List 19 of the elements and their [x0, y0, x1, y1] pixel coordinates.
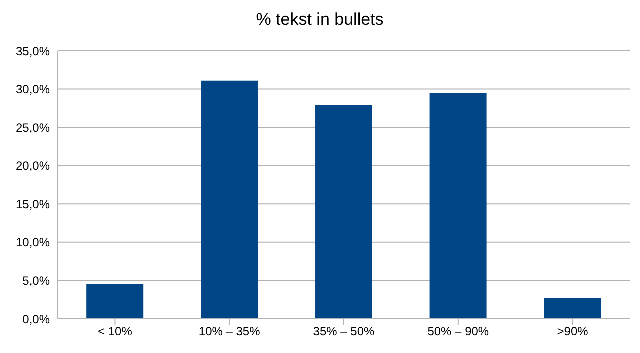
- bar: [430, 93, 487, 319]
- y-tick-label: 30,0%: [16, 82, 50, 97]
- bar: [315, 105, 372, 319]
- x-tick-label: 10% – 35%: [198, 324, 261, 339]
- x-tick-label: < 10%: [98, 324, 133, 339]
- y-tick-label: 5,0%: [22, 274, 50, 288]
- x-tick-label: 50% – 90%: [428, 324, 490, 339]
- y-tick-label: 10,0%: [16, 236, 50, 250]
- bar: [201, 80, 258, 319]
- y-tick-label: 20,0%: [16, 159, 50, 174]
- chart-title: % tekst in bullets: [255, 10, 385, 30]
- x-tick-label: 35% – 50%: [313, 324, 376, 339]
- y-tick-label: 15,0%: [16, 197, 50, 212]
- bar: [544, 298, 602, 319]
- y-tick-label: 25,0%: [16, 120, 50, 135]
- x-tick-label: >90%: [557, 324, 589, 339]
- bar: [86, 284, 144, 319]
- y-tick-label: 35,0%: [16, 44, 50, 58]
- y-tick-label: 0,0%: [22, 312, 50, 326]
